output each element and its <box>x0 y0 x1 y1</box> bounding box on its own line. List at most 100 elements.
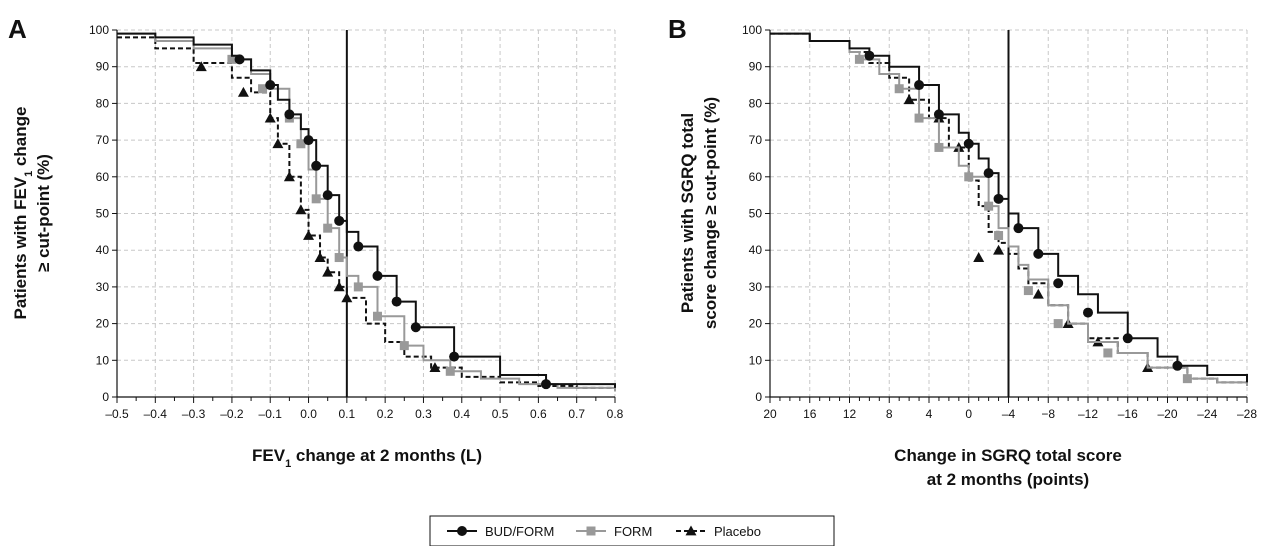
y-tick-label: 80 <box>749 96 763 110</box>
x-tick-label: 0.6 <box>530 407 547 421</box>
x-tick-label: 0.7 <box>568 407 585 421</box>
x-tick-label: –20 <box>1157 407 1177 421</box>
data-point-form <box>1053 319 1063 329</box>
data-point-placebo <box>303 230 315 240</box>
data-point-form <box>1023 286 1033 296</box>
y-tick-label: 80 <box>96 96 110 110</box>
x-tick-label: −8 <box>1041 407 1055 421</box>
x-tick-label: 4 <box>926 407 933 421</box>
y-tick-label: 0 <box>102 390 109 404</box>
data-point-form <box>894 84 904 94</box>
data-point-bud-form <box>391 296 402 307</box>
legend-item-placebo: Placebo <box>676 524 761 539</box>
panel-b-y-axis-title-line-1: Patients with SGRQ total <box>678 113 697 313</box>
x-tick-label: 8 <box>886 407 893 421</box>
panel-b-letter: B <box>668 14 687 44</box>
panel-a-y-ticks: 0 10 20 30 40 50 60 70 80 90 100 <box>89 23 117 404</box>
x-tick-label: –0.3 <box>182 407 206 421</box>
data-point-form <box>372 311 382 321</box>
data-point-placebo <box>903 94 915 105</box>
data-point-form <box>323 223 333 233</box>
series-form <box>770 32 1248 386</box>
y-tick-label: 30 <box>749 280 763 294</box>
data-point-bud-form <box>933 109 944 120</box>
data-point-form <box>258 84 268 94</box>
panel-b-y-axis-title-line-2: score change ≥ cut-point (%) <box>701 97 720 329</box>
x-tick-label: –0.2 <box>220 407 244 421</box>
y-tick-label: 30 <box>96 280 110 294</box>
y-tick-label: 10 <box>96 353 110 367</box>
x-tick-label: 12 <box>843 407 857 421</box>
data-point-form <box>311 194 321 204</box>
data-point-bud-form <box>1013 223 1024 234</box>
y-tick-label: 20 <box>749 317 763 331</box>
panel-b-x-axis-title-line-2: at 2 months (points) <box>927 470 1089 489</box>
y-tick-label: 70 <box>749 133 763 147</box>
panel-a: A –0.5 –0.4 –0.3 –0.2 –0.1 0.0 0.1 0.2 0.3 0.4 0.5… <box>8 14 624 470</box>
x-tick-label: –4 <box>1002 407 1016 421</box>
y-tick-label: 60 <box>96 170 110 184</box>
y-tick-label: 70 <box>96 133 110 147</box>
data-point-form <box>353 282 363 292</box>
data-point-bud-form <box>864 50 875 61</box>
series-placebo <box>117 36 616 390</box>
legend-marker-square-icon <box>586 526 596 536</box>
x-tick-label: 16 <box>803 407 817 421</box>
data-point-placebo <box>322 266 334 277</box>
panel-b-x-axis-title-line-1: Change in SGRQ total score <box>894 446 1122 465</box>
data-point-bud-form <box>322 190 333 201</box>
data-point-bud-form <box>1083 307 1093 318</box>
series-bud-form <box>117 32 616 390</box>
data-point-bud-form <box>372 270 383 281</box>
legend-label: FORM <box>614 524 652 539</box>
series-form <box>117 32 616 392</box>
data-point-form <box>445 366 455 376</box>
data-point-placebo <box>993 244 1005 255</box>
y-tick-label: 60 <box>749 170 763 184</box>
data-point-bud-form <box>449 351 460 362</box>
data-point-bud-form <box>410 322 421 333</box>
data-point-bud-form <box>993 193 1004 204</box>
data-point-placebo <box>195 61 207 72</box>
x-tick-label: –0.1 <box>259 407 283 421</box>
data-point-placebo <box>283 171 295 182</box>
panel-a-grid <box>117 29 616 397</box>
y-tick-label: 50 <box>749 207 763 221</box>
panel-a-series <box>117 32 616 392</box>
legend: BUD/FORM FORM Placebo <box>429 515 835 546</box>
data-point-placebo <box>237 86 249 97</box>
data-point-form <box>854 54 864 64</box>
data-point-form <box>964 172 974 182</box>
data-point-bud-form <box>983 168 994 179</box>
data-point-placebo <box>429 362 441 373</box>
legend-label: BUD/FORM <box>485 524 554 539</box>
y-tick-label: 100 <box>742 23 762 37</box>
data-point-form <box>994 231 1004 241</box>
data-point-placebo <box>264 112 276 123</box>
data-point-bud-form <box>303 135 314 146</box>
data-point-placebo <box>333 281 345 292</box>
panel-a-x-axis-title: FEV1 change at 2 months (L) <box>252 446 482 470</box>
x-tick-label: 20 <box>763 407 777 421</box>
data-point-bud-form <box>1033 248 1044 259</box>
legend-label: Placebo <box>714 524 761 539</box>
panel-a-y-axis-title: Patients with FEV1 change≥ cut-point (%) <box>11 106 53 319</box>
data-point-bud-form <box>353 241 364 252</box>
x-tick-label: –12 <box>1078 407 1098 421</box>
panel-a-x-ticks: –0.5 –0.4 –0.3 –0.2 –0.1 0.0 0.1 0.2 0.3 0.4 0.5 0.… <box>105 397 624 421</box>
legend-item-bud-form: BUD/FORM <box>447 524 554 539</box>
data-point-bud-form <box>914 80 925 91</box>
data-point-bud-form <box>334 215 345 226</box>
data-point-form <box>1103 348 1113 358</box>
data-point-placebo <box>272 138 284 149</box>
x-tick-label: 0.8 <box>607 407 624 421</box>
x-tick-label: 0.0 <box>300 407 317 421</box>
y-tick-label: 0 <box>755 390 762 404</box>
data-point-form <box>296 139 306 149</box>
legend-marker-triangle-icon <box>685 525 697 536</box>
x-tick-label: –0.5 <box>105 407 129 421</box>
y-tick-label: 10 <box>749 353 763 367</box>
x-tick-label: 0 <box>965 407 972 421</box>
x-tick-label: 0.3 <box>415 407 432 421</box>
y-tick-label: 90 <box>96 60 110 74</box>
